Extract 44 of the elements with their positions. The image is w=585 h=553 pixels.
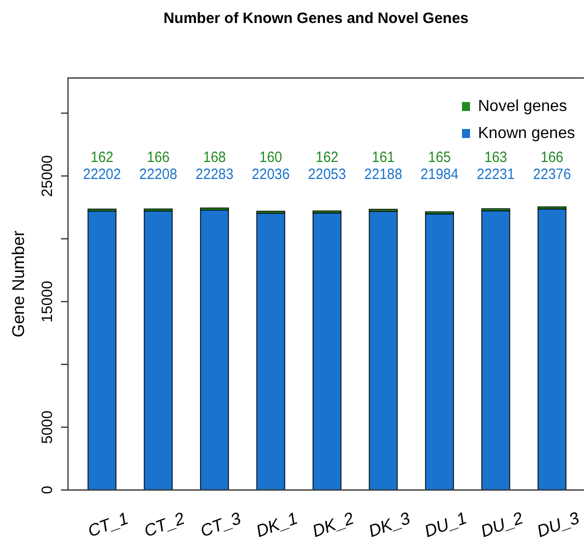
data-label: 22208 [139, 166, 181, 183]
y-tick-label: 25000 [39, 155, 56, 197]
data-label: 163 [484, 148, 510, 166]
x-tick-label: DK_2 [310, 508, 357, 542]
data-label: 162 [316, 148, 341, 166]
bar [200, 210, 229, 490]
bar [481, 210, 510, 490]
data-label: 22188 [364, 166, 406, 183]
data-label: 166 [146, 148, 172, 166]
bar [312, 212, 342, 490]
y-axis-title: Gene Number [9, 230, 28, 338]
chart-title: Number of Known Genes and Novel Genes [163, 10, 469, 27]
x-tick-label: DK_3 [366, 508, 414, 542]
data-label: 160 [259, 148, 284, 166]
bar [144, 210, 173, 490]
bar [425, 213, 454, 490]
legend-label: Novel genes [478, 98, 567, 115]
bar [256, 212, 286, 490]
y-tick-label: 0 [39, 486, 56, 494]
x-tick-label: DU_2 [478, 508, 526, 542]
data-label: 22053 [308, 166, 350, 183]
x-tick-label: CT_3 [198, 508, 244, 541]
bar [538, 208, 566, 490]
legend-label: Known genes [478, 125, 575, 142]
x-tick-label: DK_1 [254, 508, 300, 542]
bar [88, 210, 116, 490]
data-label: 22231 [476, 166, 518, 183]
data-label: 162 [90, 148, 116, 166]
data-label: 22036 [252, 166, 294, 183]
data-label: 22283 [196, 166, 238, 183]
x-tick-label: DU_1 [422, 508, 470, 542]
x-tick-label: CT_2 [142, 508, 188, 541]
data-label: 161 [372, 148, 397, 166]
data-label: 166 [540, 148, 566, 166]
data-label: 22376 [533, 166, 575, 183]
data-label: 22202 [83, 166, 125, 183]
x-tick-label: CT_1 [85, 508, 131, 541]
x-tick-label: DU_3 [534, 508, 582, 542]
data-label: 168 [203, 148, 228, 166]
data-label: 165 [428, 148, 454, 166]
bar [368, 210, 398, 490]
data-label: 21984 [420, 166, 462, 183]
y-tick-label: 15000 [39, 280, 56, 322]
y-tick-label: 5000 [39, 410, 56, 444]
